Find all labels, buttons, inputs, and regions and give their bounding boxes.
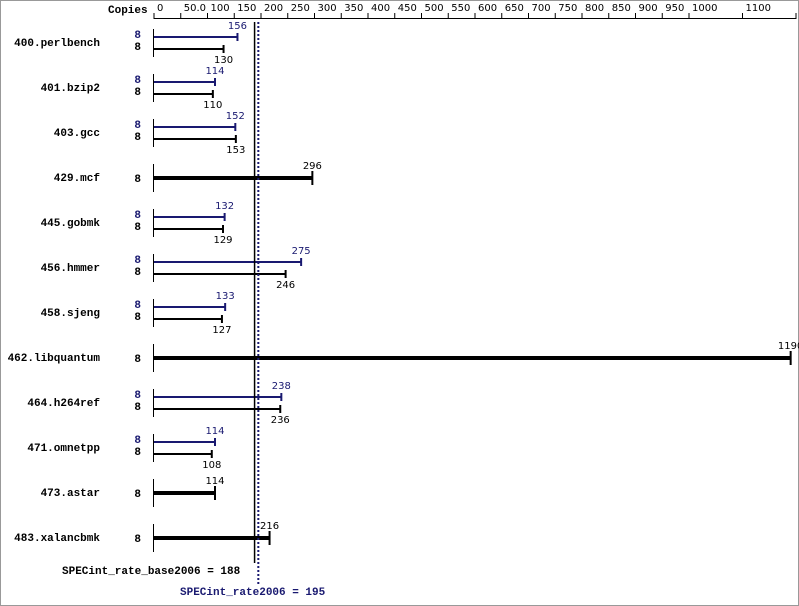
benchmark-label: 464.h264ref [27, 398, 100, 410]
x-tick-label: 800 [585, 3, 604, 14]
copies-label: 8 [134, 75, 141, 87]
value-label: 108 [202, 460, 221, 471]
x-tick-label: 300 [318, 3, 337, 14]
copies-label: 8 [134, 255, 141, 267]
copies-label: 8 [134, 390, 141, 402]
value-label: 114 [205, 66, 224, 77]
benchmark-label: 483.xalancbmk [14, 533, 100, 545]
benchmark-label: 429.mcf [54, 173, 101, 185]
copies-label: 8 [134, 120, 141, 132]
x-tick-label: 150 [237, 3, 256, 14]
copies-label: 8 [134, 87, 141, 99]
x-tick-label: 400 [371, 3, 390, 14]
value-label: 114 [205, 476, 224, 487]
benchmark-label: 401.bzip2 [41, 83, 100, 95]
x-tick-label: 650 [505, 3, 524, 14]
x-tick-label: 1000 [692, 3, 717, 14]
copies-header: Copies [108, 5, 148, 17]
benchmark-label: 462.libquantum [8, 353, 101, 365]
x-tick-label: 0 [157, 3, 163, 14]
x-tick-label: 50.0 [184, 3, 206, 14]
x-tick-label: 600 [478, 3, 497, 14]
value-label: 130 [214, 55, 233, 66]
benchmark-label: 471.omnetpp [27, 443, 100, 455]
value-label: 114 [205, 426, 224, 437]
benchmark-label: 473.astar [41, 488, 100, 500]
copies-label: 8 [134, 42, 141, 54]
copies-label: 8 [134, 354, 141, 366]
copies-label: 8 [134, 30, 141, 42]
x-tick-label: 850 [612, 3, 631, 14]
value-label: 216 [260, 521, 279, 532]
value-label: 246 [276, 280, 295, 291]
value-label: 238 [272, 381, 291, 392]
value-label: 127 [212, 325, 231, 336]
copies-label: 8 [134, 402, 141, 414]
benchmark-label: 400.perlbench [14, 38, 100, 50]
x-tick-label: 1100 [746, 3, 771, 14]
x-tick-label: 950 [665, 3, 684, 14]
value-label: 236 [271, 415, 290, 426]
x-tick-label: 450 [398, 3, 417, 14]
x-tick-label: 900 [639, 3, 658, 14]
x-tick-label: 550 [451, 3, 470, 14]
benchmark-label: 456.hmmer [41, 263, 100, 275]
value-label: 110 [203, 100, 222, 111]
x-tick-label: 200 [264, 3, 283, 14]
x-tick-label: 350 [344, 3, 363, 14]
x-tick-label: 700 [532, 3, 551, 14]
value-label: 156 [228, 21, 247, 32]
benchmark-label: 403.gcc [54, 128, 100, 140]
copies-label: 8 [134, 435, 141, 447]
value-label: 1190 [778, 341, 799, 352]
copies-label: 8 [134, 300, 141, 312]
copies-label: 8 [134, 489, 141, 501]
value-label: 153 [226, 145, 245, 156]
copies-label: 8 [134, 447, 141, 459]
benchmark-label: 458.sjeng [41, 308, 100, 320]
value-label: 133 [216, 291, 235, 302]
x-tick-label: 500 [425, 3, 444, 14]
copies-label: 8 [134, 222, 141, 234]
value-label: 296 [303, 161, 322, 172]
copies-label: 8 [134, 174, 141, 186]
value-label: 152 [226, 111, 245, 122]
summary-label: SPECint_rate2006 = 195 [180, 587, 326, 599]
summary-label: SPECint_rate_base2006 = 188 [62, 566, 241, 578]
value-label: 275 [292, 246, 311, 257]
copies-label: 8 [134, 267, 141, 279]
value-label: 132 [215, 201, 234, 212]
copies-label: 8 [134, 534, 141, 546]
x-tick-label: 100 [211, 3, 230, 14]
copies-label: 8 [134, 132, 141, 144]
benchmark-label: 445.gobmk [41, 218, 101, 230]
value-label: 129 [213, 235, 232, 246]
copies-label: 8 [134, 312, 141, 324]
x-tick-label: 750 [558, 3, 577, 14]
x-tick-label: 250 [291, 3, 310, 14]
copies-label: 8 [134, 210, 141, 222]
